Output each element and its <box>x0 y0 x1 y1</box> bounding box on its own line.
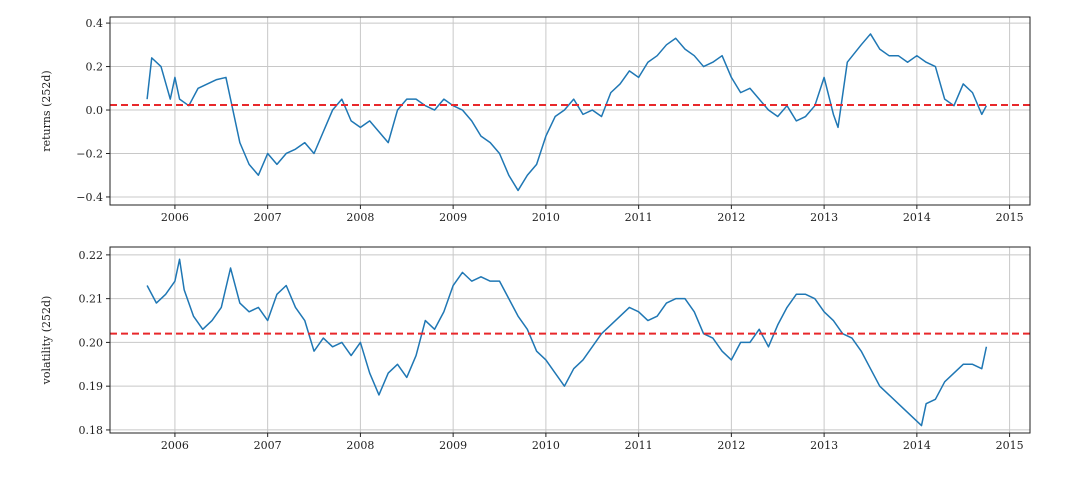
x-tick-label: 2008 <box>346 211 374 224</box>
x-tick-label: 2015 <box>996 439 1024 452</box>
plot-frame <box>109 246 1031 434</box>
x-tick-label: 2006 <box>161 211 189 224</box>
y-tick-label: 0.18 <box>79 424 104 437</box>
x-tick-label: 2010 <box>532 439 560 452</box>
y-tick-label: 0.22 <box>79 249 104 262</box>
x-tick-label: 2006 <box>161 439 189 452</box>
y-axis-label: volatility (252d) <box>40 296 53 386</box>
y-tick-label: −0.4 <box>76 191 103 204</box>
x-tick-label: 2013 <box>810 439 838 452</box>
y-tick-label: 0.20 <box>79 336 104 349</box>
x-tick-label: 2007 <box>254 211 282 224</box>
x-tick-label: 2007 <box>254 439 282 452</box>
plot-frame <box>109 16 1031 206</box>
y-tick-label: 0.0 <box>86 104 104 117</box>
x-tick-label: 2009 <box>439 439 467 452</box>
y-tick-label: 0.19 <box>79 380 104 393</box>
series-line <box>146 33 988 192</box>
y-axis-label: returns (252d) <box>40 70 53 151</box>
x-tick-label: 2012 <box>717 439 745 452</box>
y-tick-label: 0.21 <box>79 293 104 306</box>
x-tick-label: 2008 <box>346 439 374 452</box>
series-line <box>146 258 988 427</box>
x-tick-label: 2011 <box>625 211 653 224</box>
x-tick-label: 2011 <box>625 439 653 452</box>
x-tick-label: 2009 <box>439 211 467 224</box>
x-tick-label: 2010 <box>532 211 560 224</box>
x-tick-label: 2013 <box>810 211 838 224</box>
x-tick-label: 2014 <box>903 211 931 224</box>
y-tick-label: 0.2 <box>86 61 104 74</box>
x-tick-label: 2015 <box>996 211 1024 224</box>
y-tick-label: −0.2 <box>76 147 103 160</box>
x-tick-label: 2014 <box>903 439 931 452</box>
y-tick-label: 0.4 <box>86 17 104 30</box>
x-tick-label: 2012 <box>717 211 745 224</box>
